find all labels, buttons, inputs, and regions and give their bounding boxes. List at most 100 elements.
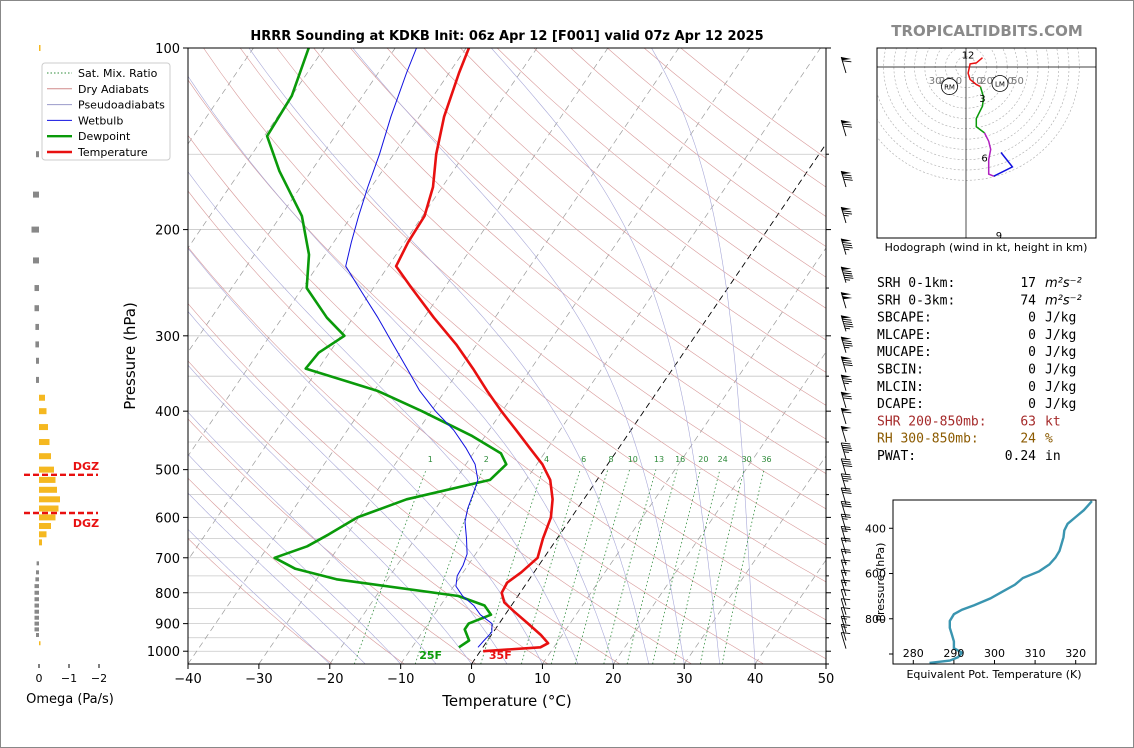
omega-bar [36,376,39,383]
skewt-axes: −40 −30 −20 −10 0 10 20 30 40 50 100 200 300 400 500 60… [147,42,834,687]
omega-bar [33,257,39,264]
isotherm [613,351,826,664]
barb-half [841,626,847,628]
barb-full [841,503,851,506]
mixing-ratio-line [414,469,483,664]
pseudoadiabat [188,171,579,664]
barb-full [841,442,851,445]
y-tick-label: 300 [155,330,180,345]
omega-bar [39,424,48,431]
y-tick-label: 1000 [147,645,180,660]
skewt-profiles: 25F 35F [265,48,554,662]
mixing-ratio-label: 4 [544,455,549,464]
mixing-ratio-line [480,469,544,664]
barb-full [842,272,853,275]
stat-unit: % [1045,432,1053,447]
pseudoadiabat [188,364,472,664]
omega-bar [39,45,41,51]
stat-label: MUCAPE: [877,345,932,360]
omega-bar [34,627,39,632]
wind-barb [840,607,851,624]
mixing-ratio-line [652,469,701,664]
stat-unit: J/kg [1045,397,1076,412]
barb-flag [841,120,852,124]
profile-dewpoint [265,48,508,649]
mixing-ratio-label: 20 [698,455,708,464]
stat-value: 24 [1020,432,1036,447]
y-tick-label: 900 [155,618,180,633]
barb-half [844,279,851,281]
theta-e-panel: 280 290 300 310 320 400 600 800 [865,500,1093,664]
stat-unit: J/kg [1045,380,1076,395]
barb-full [841,607,851,610]
wind-barb [840,487,852,505]
hodo-ring-label: 30 [929,76,942,87]
omega-axis-label: Omega (Pa/s) [26,692,114,707]
omega-bar [39,505,59,512]
barb-full [841,559,851,562]
dry-adiabat [350,48,826,440]
theta-y-tick-label: 600 [865,568,886,581]
omega-bar [33,191,39,198]
stat-unit: in [1045,449,1061,464]
mixing-ratio-label: 8 [609,455,614,464]
hodo-height-label: 6 [981,154,987,165]
barb-full [841,528,851,531]
hodo-ring-label: 50 [1011,76,1024,87]
barb-half [843,382,849,385]
barb-full [843,323,853,326]
barb-full [842,446,852,449]
barb-full [842,411,852,414]
stat-value: 0 [1028,363,1036,378]
dry-adiabat [188,418,477,664]
barb-shaft [840,632,847,649]
barb-full [841,615,851,618]
mixing-ratio-label: 2 [484,455,489,464]
isotherm [188,48,538,561]
wind-barb [840,442,853,460]
wind-barb [840,579,851,597]
barb-half [843,451,849,453]
omega-bar [35,341,39,348]
barb-full [841,515,851,518]
barb-full [841,539,851,542]
isotherm [542,247,826,664]
wind-barb [840,336,853,353]
isotherm [188,48,467,457]
barb-full [841,598,851,601]
stat-value: 0.24 [1005,449,1036,464]
wind-barb [840,473,852,490]
stat-unit: J/kg [1045,345,1076,360]
barb-flag [841,207,852,211]
barb-shaft [840,607,847,624]
barb-full [841,579,851,582]
barb-full [842,212,853,215]
barb-flag [841,426,852,430]
stat-value: 0 [1028,311,1036,326]
omega-bar [39,476,56,483]
pseudoadiabat [188,453,401,664]
stat-label: SBCIN: [877,363,924,378]
hodo-ring-label: 10 [970,76,983,87]
barb-full [843,274,853,277]
stat-unit: J/kg [1045,363,1076,378]
barb-half [841,581,847,584]
barb-full [842,362,853,364]
pseudoadiabat [188,492,366,664]
barb-full [842,123,852,126]
barb-half [844,327,851,330]
barb-full [843,364,853,367]
stat-value: 63 [1020,414,1036,429]
hodo-ring-label: 20 [980,76,993,87]
theta-x-tick-label: 300 [984,647,1005,660]
wind-barb [840,391,853,409]
y-axis-label: Pressure (hPa) [121,302,139,410]
stat-value: 0 [1028,345,1036,360]
barb-full [843,246,853,249]
barb-full [841,473,851,476]
omega-bar [34,597,39,602]
mixing-ratio-label: 13 [654,455,664,464]
pseudoadiabat [491,48,720,664]
barb-flag [841,171,852,175]
x-axis-label: Temperature (°C) [441,692,571,710]
